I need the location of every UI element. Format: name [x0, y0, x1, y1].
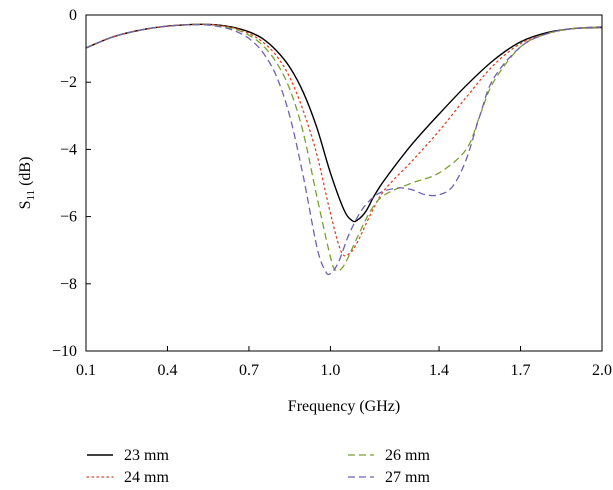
- x-tick-label: 0.7: [239, 362, 259, 379]
- plot-frame: [85, 14, 603, 352]
- y-tick-label: −10: [52, 343, 77, 360]
- y-tick-label: −2: [60, 74, 77, 91]
- x-tick-label: 1.0: [320, 362, 340, 379]
- x-axis-title: Frequency (GHz): [288, 398, 400, 415]
- y-axis: 0 −2 −4 −6 −8 −10: [52, 7, 91, 360]
- legend: 23 mm 24 mm 26 mm 27 mm: [86, 447, 430, 486]
- y-axis-title: S11 (dB): [17, 157, 37, 210]
- y-tick-label: 0: [69, 7, 77, 24]
- y-tick-label: −8: [60, 276, 77, 293]
- x-axis: 0.1 0.4 0.7 1.0 1.4 1.7 2.0: [76, 346, 612, 379]
- legend-label: 24 mm: [124, 469, 169, 486]
- legend-label: 27 mm: [385, 469, 430, 486]
- x-tick-label: 0.1: [76, 362, 96, 379]
- legend-label: 26 mm: [385, 447, 430, 464]
- x-tick-label: 0.4: [157, 362, 177, 379]
- y-tick-label: −4: [60, 141, 77, 158]
- y-axis-title-subscript: 11: [25, 190, 37, 201]
- y-axis-title-main: S: [17, 201, 34, 210]
- y-axis-title-unit: (dB): [17, 157, 34, 190]
- x-tick-label: 2.0: [592, 362, 612, 379]
- series-curves: [85, 23, 603, 276]
- y-tick-label: −6: [60, 209, 77, 226]
- x-tick-label: 1.4: [429, 362, 449, 379]
- series-line-26-mm: [85, 23, 603, 272]
- x-tick-label: 1.7: [511, 362, 531, 379]
- series-line-27-mm: [85, 24, 603, 276]
- legend-label: 23 mm: [124, 447, 169, 464]
- series-line-24-mm: [85, 23, 603, 257]
- series-line-23-mm: [85, 23, 603, 223]
